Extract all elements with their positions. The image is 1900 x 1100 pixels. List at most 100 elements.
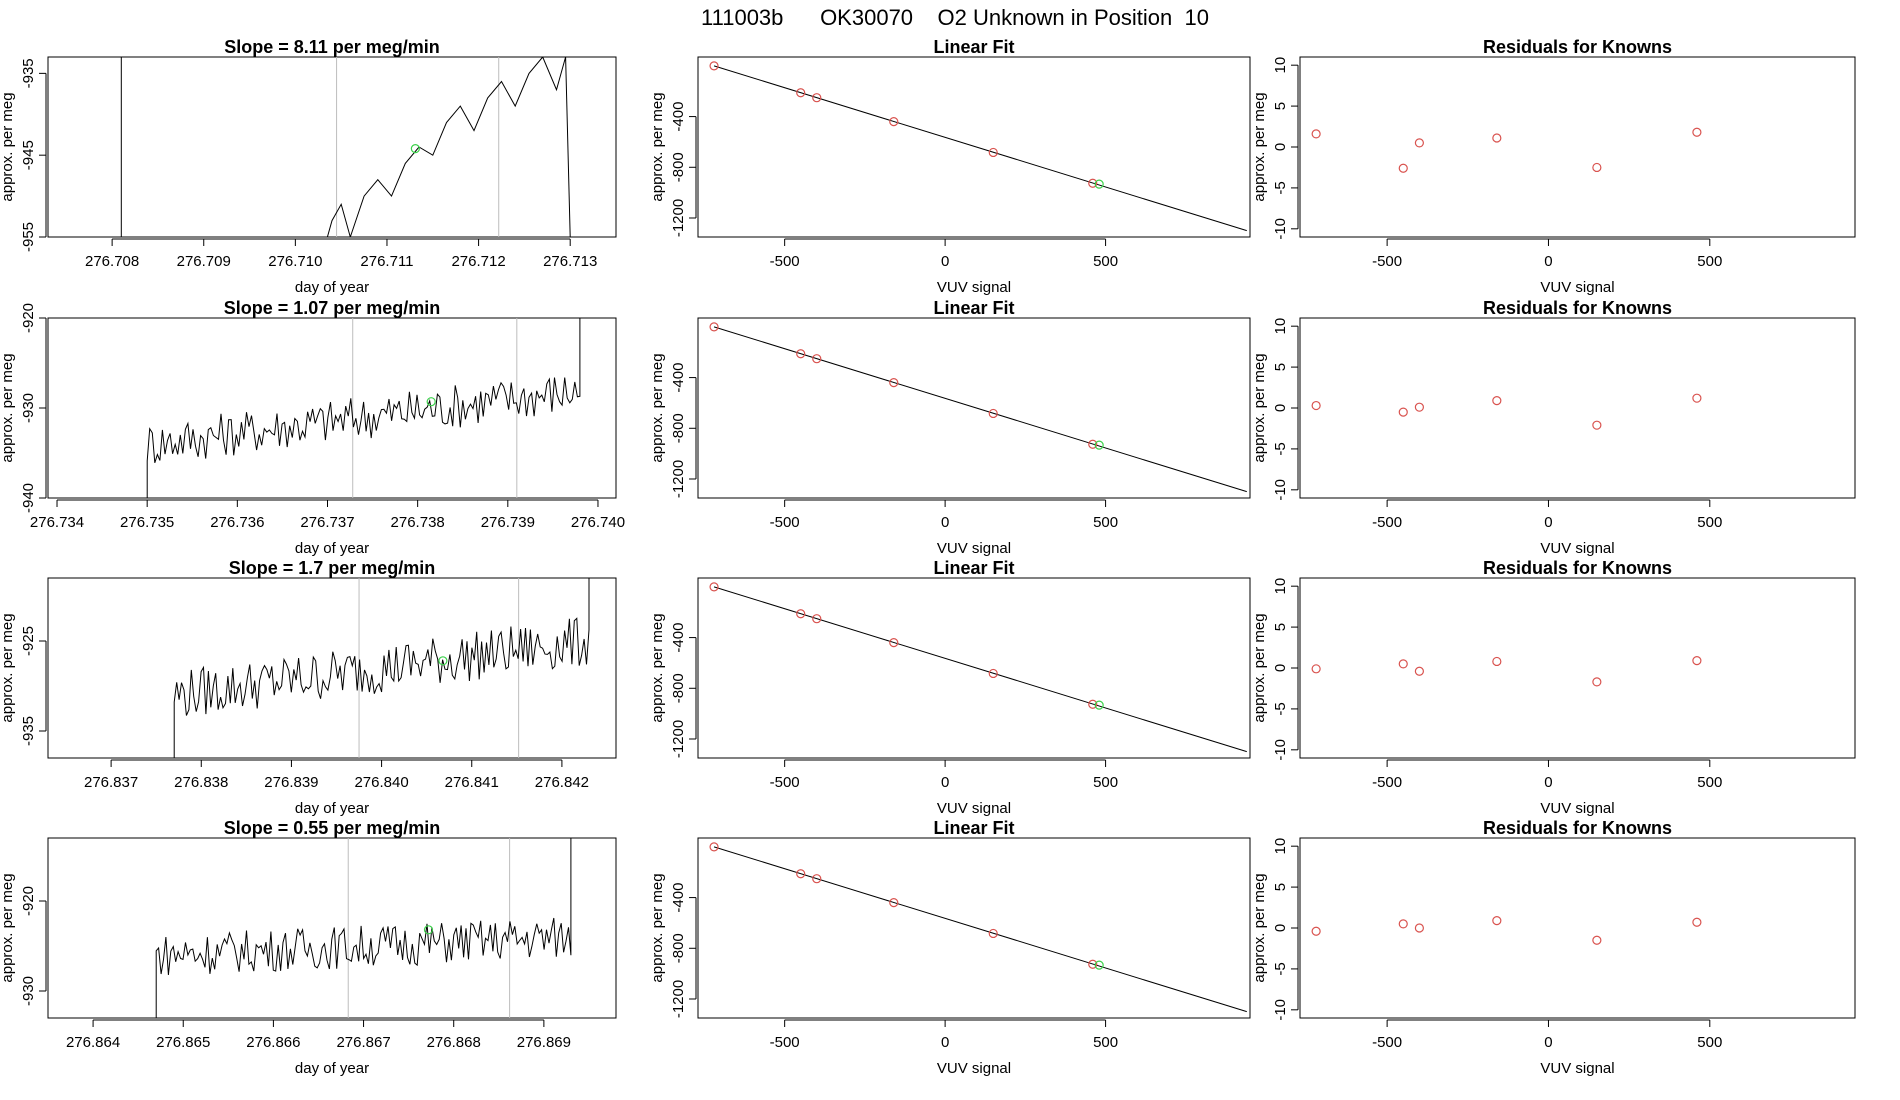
x-axis-label: VUV signal xyxy=(937,279,1011,296)
known-point xyxy=(812,874,822,884)
residual-point xyxy=(1398,163,1408,173)
y-axis-label: approx. per meg xyxy=(1251,873,1268,982)
residual-point xyxy=(1692,917,1702,927)
y-axis-label: approx. per meg xyxy=(649,873,666,982)
y-axis-label: approx. per meg xyxy=(649,353,666,462)
plot-title: Slope = 1.7 per meg/min xyxy=(229,558,436,578)
unknown-point xyxy=(1094,440,1104,450)
known-point xyxy=(812,614,822,624)
residual-point xyxy=(1311,664,1321,674)
y-tick-label: 10 xyxy=(1272,578,1289,595)
linear-fit-panel-2: Linear Fit VUV signal approx. per meg -500 0… xyxy=(649,298,1251,557)
plot-frame xyxy=(697,317,1251,499)
x-tick-label: 276.866 xyxy=(246,1034,300,1051)
x-tick-label: 500 xyxy=(1697,1034,1722,1051)
y-tick-label: 10 xyxy=(1272,318,1289,335)
x-tick-label: 276.734 xyxy=(30,514,84,531)
y-tick-label: -400 xyxy=(670,363,687,393)
residual-point xyxy=(1592,677,1602,687)
residual-point xyxy=(1692,127,1702,137)
residual-point xyxy=(1492,396,1502,406)
x-tick-label: 500 xyxy=(1697,253,1722,270)
plot-frame xyxy=(1299,577,1856,759)
unknown-point xyxy=(423,925,434,935)
x-tick-label: 276.713 xyxy=(543,253,597,270)
y-tick-label: 0 xyxy=(1272,404,1289,412)
plot-title: Linear Fit xyxy=(933,37,1014,57)
plot-frame xyxy=(1299,837,1856,1019)
y-axis-label: approx. per meg xyxy=(0,92,16,201)
timeseries-line xyxy=(120,57,571,237)
residual-point xyxy=(1592,935,1602,945)
plot-frame xyxy=(697,56,1251,238)
residual-point xyxy=(1414,666,1424,676)
known-point xyxy=(988,147,998,158)
residual-point xyxy=(1398,919,1408,929)
residual-point xyxy=(1398,407,1408,417)
y-tick-label: -1200 xyxy=(670,199,687,237)
plot-title: Linear Fit xyxy=(933,558,1014,578)
known-point xyxy=(889,638,899,648)
x-tick-label: 276.737 xyxy=(300,514,354,531)
x-axis-label: day of year xyxy=(295,540,369,557)
x-tick-label: 276.839 xyxy=(264,774,318,791)
unknown-point xyxy=(1094,179,1104,189)
x-tick-label: 500 xyxy=(1093,774,1118,791)
x-tick-label: -500 xyxy=(1372,514,1402,531)
residual-point xyxy=(1398,659,1408,669)
residuals-panel-3: Residuals for Knowns VUV signal approx. pe… xyxy=(1251,558,1856,817)
x-tick-label: 276.711 xyxy=(360,253,413,270)
residuals-panel-4: Residuals for Knowns VUV signal approx. pe… xyxy=(1251,818,1856,1077)
x-axis-label: day of year xyxy=(295,800,369,817)
y-axis-label: approx. per meg xyxy=(1251,353,1268,462)
plot-title: Residuals for Knowns xyxy=(1483,558,1672,578)
y-tick-label: -800 xyxy=(670,152,687,182)
y-axis-label: approx. per meg xyxy=(649,613,666,722)
x-tick-label: 500 xyxy=(1093,253,1118,270)
y-tick-label: 5 xyxy=(1272,623,1289,631)
x-tick-label: 0 xyxy=(941,253,949,270)
y-tick-label: 5 xyxy=(1272,883,1289,891)
x-tick-label: 276.709 xyxy=(177,253,231,270)
y-tick-label: -1200 xyxy=(670,720,687,758)
unknown-point xyxy=(410,144,420,154)
plot-title: Slope = 0.55 per meg/min xyxy=(224,818,441,838)
x-tick-label: 276.712 xyxy=(451,253,505,270)
x-tick-label: -500 xyxy=(770,774,800,791)
plot-frame xyxy=(47,56,617,238)
x-axis-label: VUV signal xyxy=(1540,279,1614,296)
known-point xyxy=(709,842,719,852)
y-tick-label: -920 xyxy=(20,886,37,916)
x-tick-label: 0 xyxy=(1544,1034,1552,1051)
residuals-panel-2: Residuals for Knowns VUV signal approx. pe… xyxy=(1251,298,1856,557)
residual-point xyxy=(1414,402,1424,412)
unknown-point xyxy=(438,656,448,666)
y-tick-label: -10 xyxy=(1272,739,1289,761)
known-point xyxy=(709,582,719,592)
linear-fit-panel-1: Linear Fit VUV signal approx. per meg -500 0… xyxy=(649,37,1251,296)
x-axis-label: VUV signal xyxy=(937,540,1011,557)
x-tick-label: 0 xyxy=(1544,253,1552,270)
y-tick-label: -935 xyxy=(20,58,37,88)
x-tick-label: 0 xyxy=(1544,514,1552,531)
y-tick-label: -5 xyxy=(1272,962,1289,975)
known-point xyxy=(709,322,719,332)
x-tick-label: 276.869 xyxy=(517,1034,571,1051)
y-tick-label: -925 xyxy=(20,626,37,656)
known-point xyxy=(1088,178,1098,188)
y-tick-label: -10 xyxy=(1272,999,1289,1021)
x-axis-label: VUV signal xyxy=(1540,1060,1614,1077)
x-tick-label: 276.864 xyxy=(66,1034,120,1051)
y-tick-label: -800 xyxy=(670,413,687,443)
fit-line xyxy=(713,846,1247,1013)
plot-frame xyxy=(697,577,1251,759)
y-tick-label: -400 xyxy=(670,623,687,653)
plot-title: Residuals for Knowns xyxy=(1483,298,1672,318)
x-tick-label: -500 xyxy=(1372,253,1402,270)
known-point xyxy=(812,354,822,364)
known-point xyxy=(1088,699,1098,709)
plot-frame xyxy=(1299,56,1856,238)
plot-frame xyxy=(47,837,617,1019)
x-tick-label: 276.710 xyxy=(268,253,322,270)
unknown-point xyxy=(426,397,436,407)
